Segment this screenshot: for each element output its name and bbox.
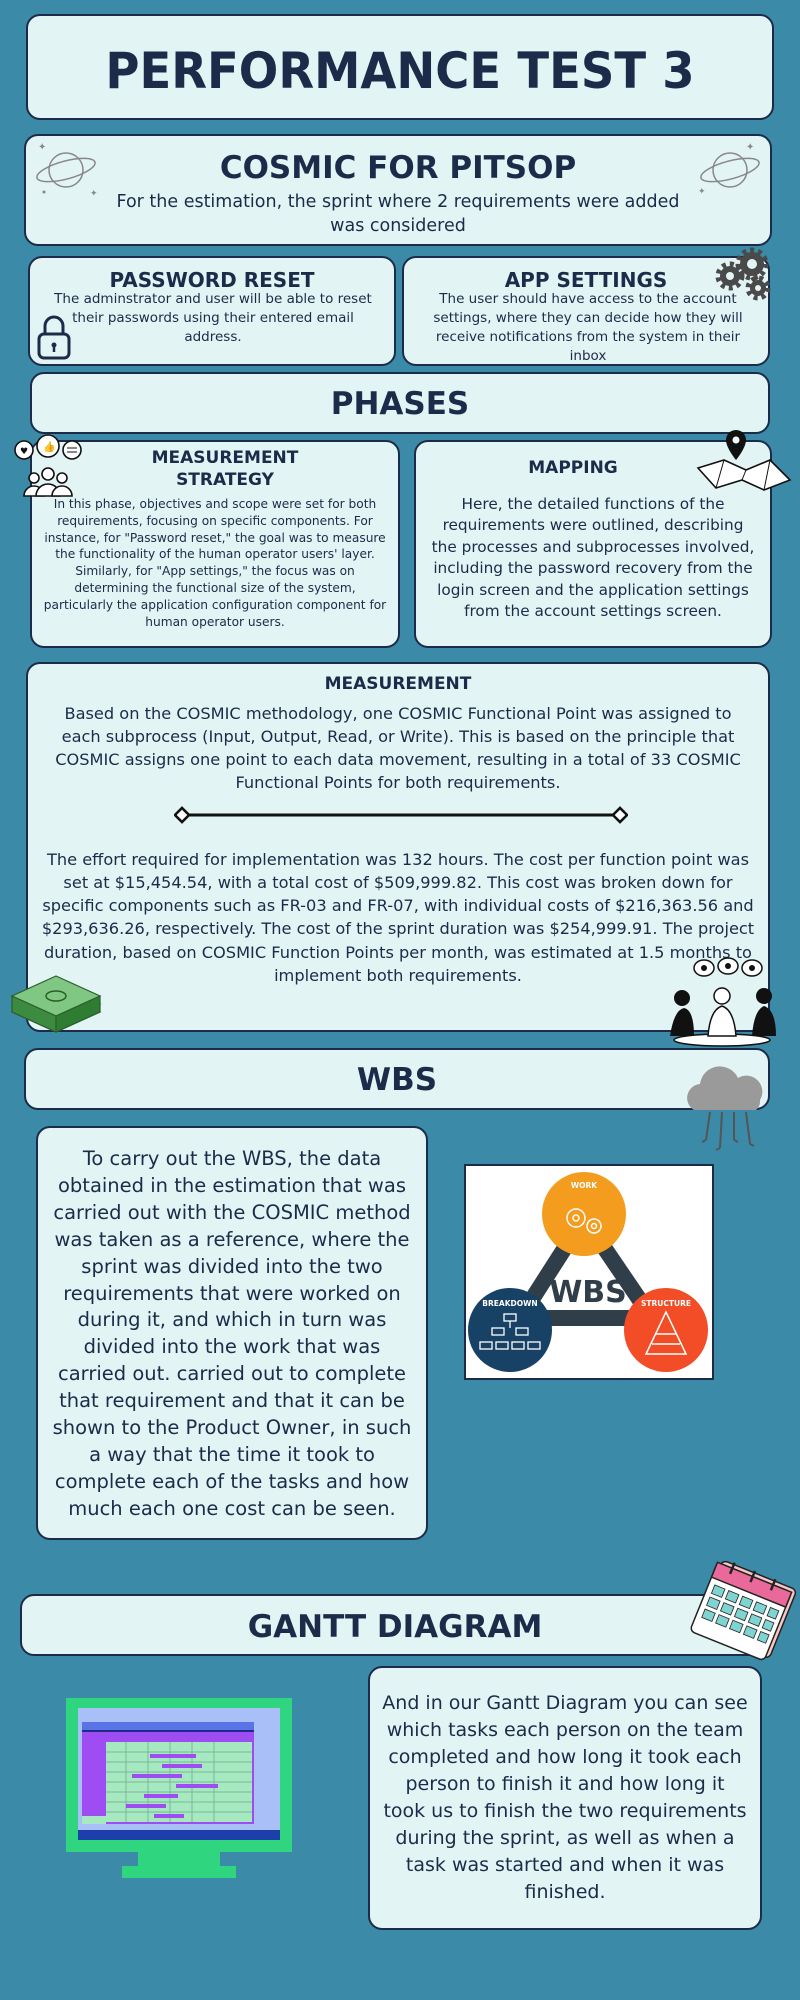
cosmic-section: COSMIC FOR PITSOP For the estimation, th… xyxy=(24,134,772,246)
map-pin-icon xyxy=(696,430,792,491)
wbs-title: WBS xyxy=(356,1062,438,1098)
app-settings-title: APP SETTINGS xyxy=(504,268,668,292)
wbs-description-card: To carry out the WBS, the data obtained … xyxy=(36,1126,428,1540)
wbs-description: To carry out the WBS, the data obtained … xyxy=(52,1147,412,1520)
gantt-description: And in our Gantt Diagram you can see whi… xyxy=(382,1692,748,1903)
computer-monitor-icon xyxy=(66,1698,292,1878)
measurement-title: MEASUREMENT xyxy=(324,674,472,694)
planet-icon: ✦ ✦ xyxy=(36,142,98,199)
phases-title: PHASES xyxy=(330,386,470,422)
wbs-structure-label: STRUCTURE xyxy=(641,1299,691,1308)
svg-text:✦: ✦ xyxy=(38,142,46,153)
title-banner: PERFORMANCE TEST 3 xyxy=(26,14,774,120)
password-reset-card: PASSWORD RESET The adminstrator and user… xyxy=(28,256,396,366)
svg-text:✦: ✦ xyxy=(746,142,754,153)
measurement-strategy-card: MEASUREMENT STRATEGY In this phase, obje… xyxy=(30,440,400,648)
cosmic-subtitle: For the estimation, the sprint where 2 r… xyxy=(116,192,680,236)
phases-banner: PHASES xyxy=(30,372,770,434)
wbs-center-label: WBS xyxy=(549,1275,627,1310)
gears-icon xyxy=(715,247,771,301)
app-settings-card: APP SETTINGS The user should have access… xyxy=(402,247,771,366)
page-title: PERFORMANCE TEST 3 xyxy=(105,42,695,100)
password-reset-body: The adminstrator and user will be able t… xyxy=(54,291,372,346)
wbs-breakdown-label: BREAKDOWN xyxy=(482,1299,537,1308)
svg-text:✦: ✦ xyxy=(90,189,98,199)
gears-icon xyxy=(566,1208,602,1234)
calendar-icon xyxy=(690,1560,797,1661)
planet-icon: ✦ ✦ xyxy=(698,142,760,197)
money-stack-icon xyxy=(10,975,102,1033)
mapping-title: MAPPING xyxy=(528,458,618,478)
pyramid-icon xyxy=(644,1310,688,1355)
svg-text:✦: ✦ xyxy=(698,187,706,197)
wbs-diagram: WBS WORK BREAKDOWN STRUCTURE xyxy=(464,1164,714,1380)
measurement-strategy-body: In this phase, objectives and scope were… xyxy=(43,497,387,629)
measurement-paragraph-2: The effort required for implementation w… xyxy=(41,850,755,985)
gantt-banner: GANTT DIAGRAM xyxy=(20,1594,770,1656)
svg-text:👍: 👍 xyxy=(43,440,55,453)
wbs-banner: WBS xyxy=(24,1048,770,1110)
divider-line xyxy=(174,806,628,824)
password-reset-title: PASSWORD RESET xyxy=(109,268,315,292)
gantt-description-card: And in our Gantt Diagram you can see whi… xyxy=(368,1666,762,1930)
measurement-card: MEASUREMENT Based on the COSMIC methodol… xyxy=(26,662,770,1032)
measurement-paragraph-1: Based on the COSMIC methodology, one COS… xyxy=(55,704,741,793)
feedback-people-icon: ♥ 👍 xyxy=(14,434,82,497)
cosmic-title: COSMIC FOR PITSOP xyxy=(219,150,577,186)
gantt-title: GANTT DIAGRAM xyxy=(247,1609,543,1645)
measurement-strategy-title: MEASUREMENT STRATEGY xyxy=(151,448,299,491)
app-settings-body: The user should have access to the accou… xyxy=(433,291,743,365)
svg-text:♥: ♥ xyxy=(20,447,28,457)
padlock-icon xyxy=(37,315,71,360)
rain-cloud-icon xyxy=(687,1066,763,1151)
wbs-work-label: WORK xyxy=(571,1181,598,1190)
team-discussion-icon xyxy=(670,957,776,1047)
mapping-body: Here, the detailed functions of the requ… xyxy=(431,495,755,621)
org-chart-icon xyxy=(479,1313,541,1350)
